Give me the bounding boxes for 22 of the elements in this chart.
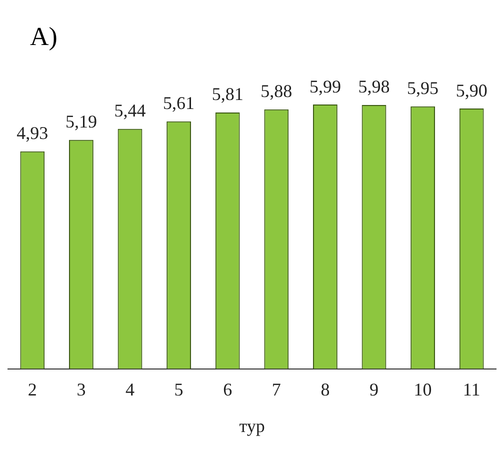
x-tick-label: 10 — [414, 379, 432, 400]
data-label: 5,90 — [456, 80, 488, 100]
data-label: 5,99 — [309, 76, 341, 96]
data-label: 5,88 — [260, 81, 292, 102]
data-label: 5,98 — [358, 76, 390, 97]
x-tick-label: 9 — [370, 379, 378, 400]
chart-title: A) — [30, 22, 58, 52]
data-label: 5,44 — [114, 100, 146, 121]
x-tick-label: 3 — [76, 379, 86, 400]
data-label: 5,19 — [65, 112, 97, 132]
x-axis-title: тур — [239, 416, 265, 436]
data-label: 5,81 — [212, 84, 244, 104]
data-label: 4,93 — [16, 123, 48, 144]
x-tick-label: 4 — [126, 379, 134, 400]
x-tick-label: 7 — [272, 379, 281, 400]
x-tick-label: 2 — [28, 379, 37, 400]
x-tick-label: 6 — [223, 379, 232, 400]
data-label: 5,95 — [407, 78, 439, 98]
x-tick-label: 8 — [320, 379, 330, 400]
x-tick-label: 5 — [174, 379, 184, 400]
data-label: 5,61 — [163, 93, 195, 114]
x-tick-label: 11 — [462, 379, 480, 400]
